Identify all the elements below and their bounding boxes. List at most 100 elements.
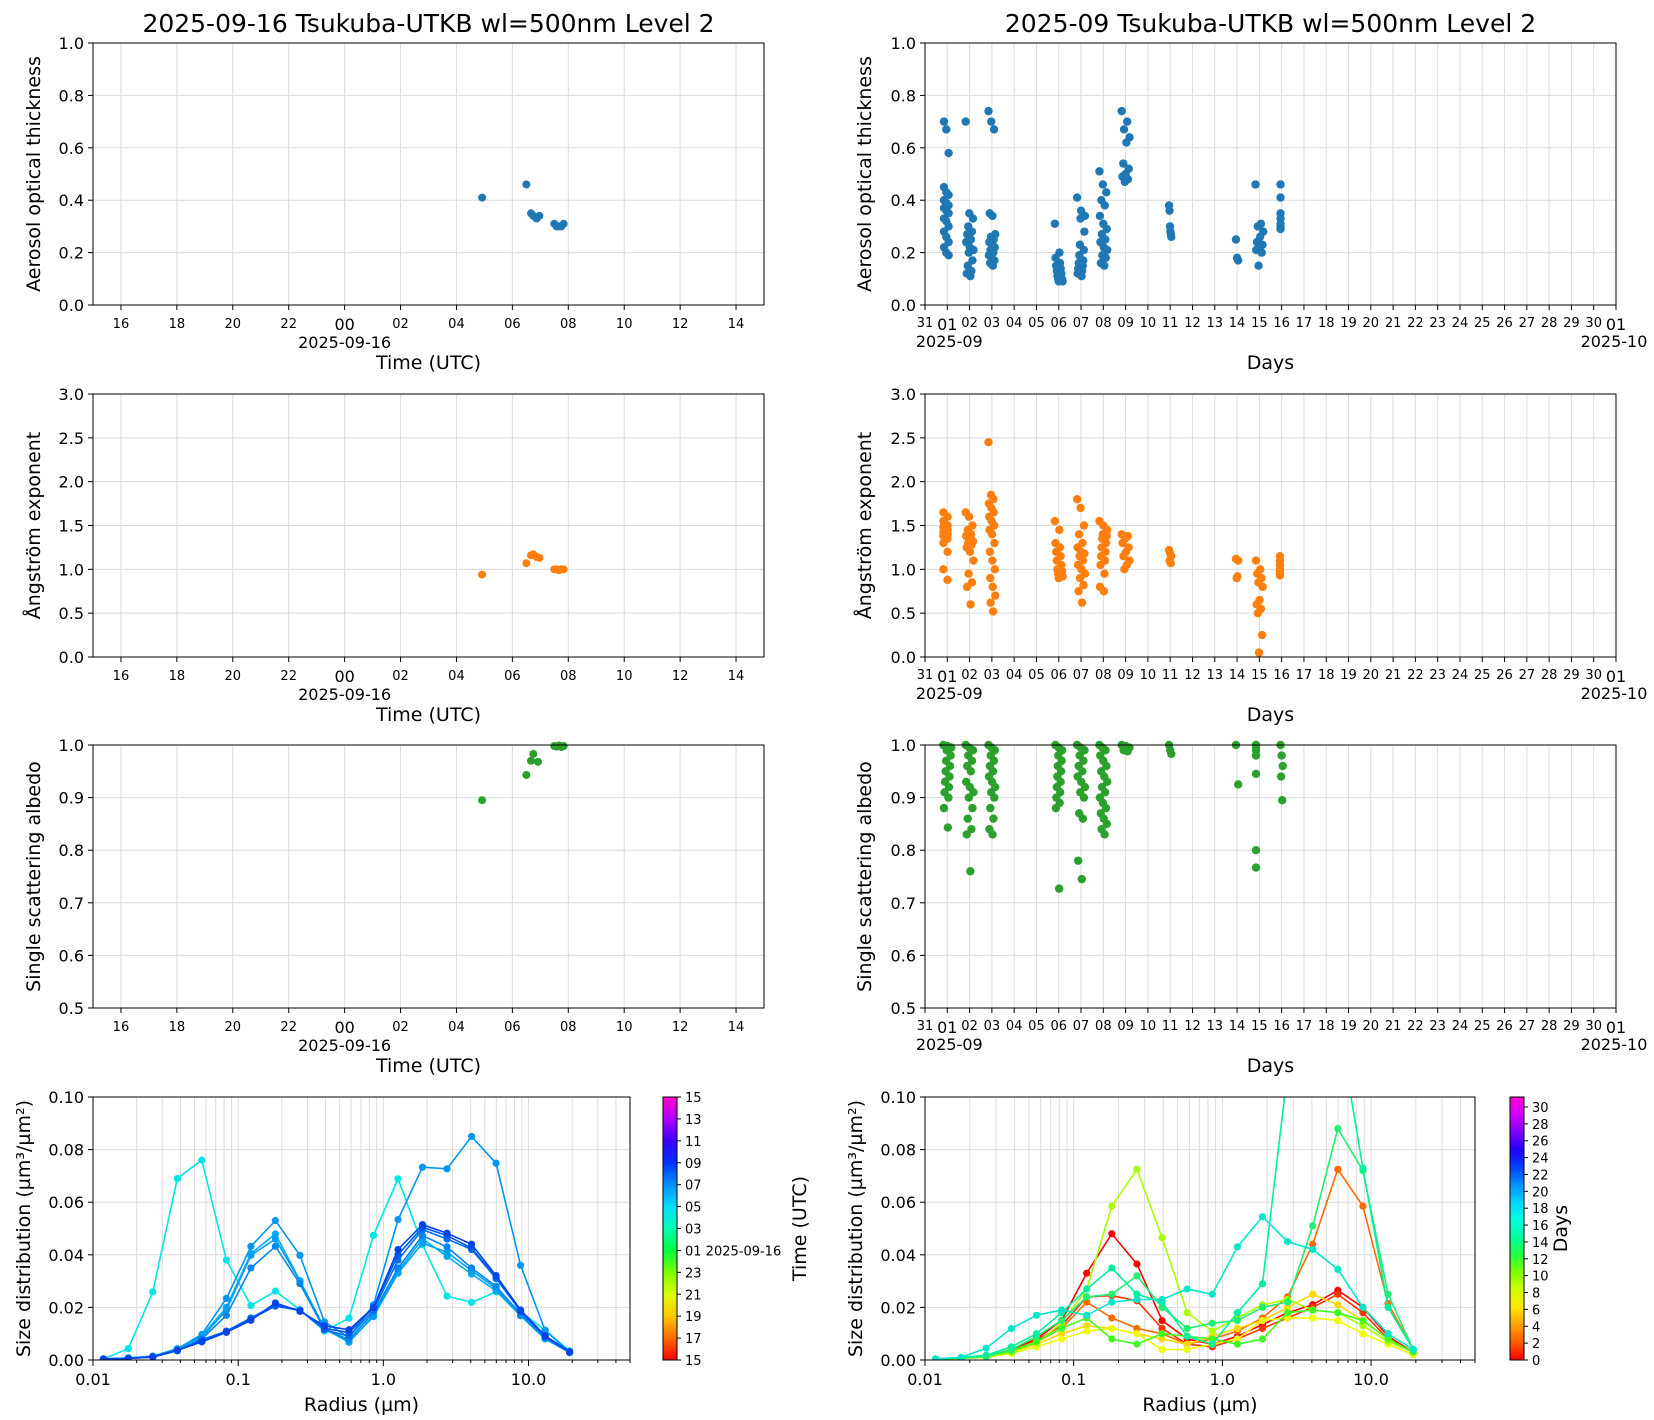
y-tick-label: 0.7	[59, 894, 84, 913]
data-point	[541, 1332, 549, 1340]
data-point	[124, 1354, 132, 1360]
y-tick-label: 0.0	[891, 296, 916, 315]
y-tick-label: 0.0	[59, 296, 84, 315]
data-point	[1158, 1316, 1166, 1325]
data-point	[1284, 1303, 1292, 1311]
data-point	[1083, 1293, 1091, 1301]
data-point	[1257, 248, 1266, 257]
y-tick-label: 0.4	[59, 191, 84, 210]
x-tick-label: 20	[1363, 316, 1380, 331]
data-point	[1077, 271, 1086, 281]
data-point	[522, 559, 531, 568]
data-point	[1122, 138, 1131, 147]
y-tick-label: 0.06	[880, 1193, 916, 1212]
data-point	[271, 1242, 280, 1250]
series-line	[935, 1215, 1414, 1360]
data-point	[990, 793, 999, 802]
x-tick-label: 04	[1006, 316, 1023, 331]
x-tick-label: 14	[1229, 1019, 1246, 1034]
x-tick-label: 20	[225, 1020, 242, 1035]
data-point	[957, 1353, 965, 1360]
data-point	[247, 1301, 255, 1310]
data-point	[1007, 1324, 1015, 1333]
y-axis-label: Aerosol optical thickness	[854, 56, 876, 292]
x-date-label-start: 2025-09	[916, 332, 983, 351]
x-date-label: 2025-09-16	[298, 333, 391, 352]
x-tick-label: 10.0	[511, 1370, 547, 1389]
data-point	[1083, 1311, 1091, 1319]
x-tick-label: 10	[616, 317, 633, 332]
x-tick-label: 01	[1606, 667, 1626, 686]
y-tick-label: 0.02	[48, 1298, 84, 1317]
x-tick-label: 02	[392, 317, 409, 332]
x-tick-label: 02	[961, 1019, 978, 1034]
data-point	[1409, 1345, 1417, 1354]
data-point	[443, 1292, 451, 1300]
x-tick-label: 31	[917, 1019, 934, 1034]
data-point	[1254, 648, 1264, 657]
colorbar-tick-label: 4	[1532, 1320, 1540, 1335]
data-point	[1077, 874, 1087, 884]
data-point	[1251, 846, 1261, 855]
data-point	[966, 600, 975, 609]
y-tick-label: 0.4	[891, 191, 916, 210]
data-point	[1057, 1330, 1066, 1338]
data-point	[1083, 1298, 1091, 1306]
y-axis-label: Ångström exponent	[22, 432, 45, 620]
x-tick-label: 08	[560, 669, 577, 684]
x-tick-label: 09	[1117, 316, 1134, 331]
x-tick-label: 25	[1474, 668, 1491, 683]
x-tick-label: 30	[1585, 316, 1602, 331]
x-tick-label: 22	[1407, 1019, 1424, 1034]
x-date-label-end: 2025-10	[1581, 684, 1648, 703]
x-axis-label: Radius (µm)	[304, 1394, 419, 1416]
colorbar-tick-label: 03	[685, 1223, 702, 1238]
x-tick-label: 27	[1519, 668, 1536, 683]
series-line	[103, 1232, 570, 1360]
data-point	[271, 1235, 280, 1243]
data-point	[1133, 1340, 1141, 1348]
colorbar-tick-label: 0	[1532, 1354, 1540, 1369]
data-point	[1108, 1202, 1116, 1210]
data-point	[990, 565, 1000, 574]
data-point	[534, 757, 543, 766]
x-tick-label: 24	[1452, 1019, 1469, 1034]
chart-daily-ssa: 0.5 0.6 0.7 0.8 0.9 1.0 16 18 20 22 00 02 04 06 08 10 12…	[23, 736, 765, 1077]
data-point	[1208, 1327, 1216, 1335]
data-point	[1072, 495, 1082, 504]
x-tick-label: 29	[1563, 316, 1580, 331]
data-point	[944, 148, 953, 158]
data-point	[1276, 193, 1285, 202]
y-tick-label: 1.5	[891, 517, 916, 536]
colorbar-tick-label: 09	[685, 1157, 702, 1172]
x-axis-label: Time (UTC)	[375, 1055, 481, 1077]
data-point	[1251, 180, 1260, 189]
data-point	[443, 1243, 451, 1251]
data-point	[1278, 761, 1287, 771]
x-tick-label: 26	[1496, 1019, 1513, 1034]
x-tick-label: 22	[280, 669, 297, 684]
data-point	[1072, 193, 1082, 202]
data-point	[1055, 884, 1064, 893]
data-point	[962, 582, 972, 592]
data-point	[1054, 277, 1063, 286]
data-point	[418, 1220, 427, 1229]
data-point	[943, 547, 952, 556]
data-point	[522, 770, 531, 779]
data-point	[1075, 573, 1085, 583]
x-tick-label: 02	[961, 316, 978, 331]
x-tick-label: 16	[1273, 1019, 1290, 1034]
data-point	[1284, 1238, 1292, 1246]
data-point	[988, 582, 997, 592]
y-tick-label: 0.7	[891, 894, 916, 913]
x-tick-label: 13	[1207, 668, 1224, 683]
x-tick-label: 04	[1006, 1019, 1023, 1034]
data-point	[1258, 1335, 1267, 1343]
data-point	[1123, 747, 1132, 756]
data-point	[964, 248, 974, 257]
data-point	[198, 1338, 206, 1346]
y-tick-label: 0.6	[891, 139, 916, 158]
data-point	[1158, 1234, 1166, 1242]
data-point	[1158, 1330, 1166, 1338]
data-point	[1251, 556, 1261, 565]
